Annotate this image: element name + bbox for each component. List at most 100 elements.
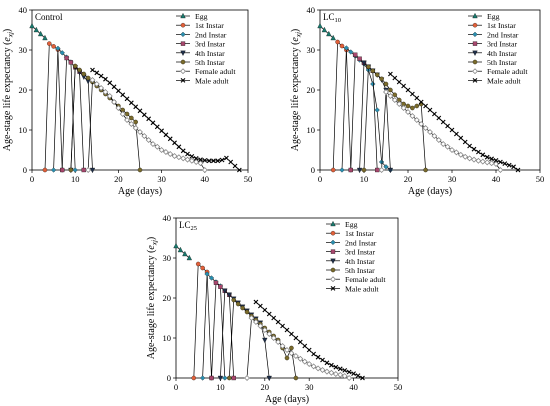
chart-panel-1: 0 10 20 30 40 50 0 10 20 30 40 Age (days) Age-stage … xyxy=(2,5,252,197)
data-point xyxy=(361,60,367,66)
data-point xyxy=(107,80,113,86)
data-point xyxy=(422,125,429,131)
data-point xyxy=(200,265,205,271)
data-point xyxy=(270,335,277,341)
data-point xyxy=(180,155,187,162)
data-point xyxy=(202,158,208,163)
series-line xyxy=(53,47,76,171)
data-point xyxy=(128,121,135,127)
data-point xyxy=(405,109,411,115)
legend-marker xyxy=(330,258,336,264)
data-point xyxy=(379,76,384,82)
x-tick-label: 40 xyxy=(201,174,210,184)
data-point xyxy=(208,275,215,281)
data-point xyxy=(332,371,339,377)
y-axis-label: Age-stage life expectancy (exj) xyxy=(290,29,303,152)
legend-entry: Male adult xyxy=(487,76,521,85)
series-egg xyxy=(173,242,192,261)
legend-marker xyxy=(472,41,478,46)
data-point xyxy=(94,70,100,76)
legend-entry: 3rd Instar xyxy=(195,40,225,49)
series-1st-instar xyxy=(42,41,65,173)
legend-marker xyxy=(330,220,336,227)
x-tick-label: 30 xyxy=(157,174,166,184)
data-point xyxy=(413,117,420,123)
data-point xyxy=(444,143,451,150)
data-point xyxy=(257,303,263,309)
data-point xyxy=(502,161,508,166)
x-axis-label: Age (days) xyxy=(408,186,452,197)
data-point xyxy=(315,354,321,360)
data-point xyxy=(383,164,389,170)
data-point xyxy=(51,44,56,49)
data-point xyxy=(280,323,285,329)
x-tick-label: 30 xyxy=(305,382,314,392)
data-point xyxy=(167,151,174,157)
data-point xyxy=(366,64,371,70)
data-point xyxy=(330,34,336,41)
data-point xyxy=(111,99,118,105)
x-tick-label: 0 xyxy=(174,382,178,392)
data-point xyxy=(292,353,299,359)
data-point xyxy=(401,83,406,89)
x-tick-label: 10 xyxy=(71,174,80,184)
data-point xyxy=(391,97,398,103)
data-point xyxy=(462,153,469,160)
x-tick-label: 40 xyxy=(349,382,358,392)
series-line xyxy=(193,263,212,379)
data-point xyxy=(440,141,447,147)
x-tick-label: 50 xyxy=(536,174,545,184)
data-point xyxy=(383,89,389,95)
data-point xyxy=(317,22,323,29)
data-point xyxy=(271,315,277,321)
panel-label: LC25 xyxy=(179,220,197,232)
x-tick-label: 10 xyxy=(216,382,225,392)
series-male-adult xyxy=(253,299,365,381)
legend-entry: 1st Instar xyxy=(345,229,374,238)
legend-marker xyxy=(472,31,478,38)
data-point xyxy=(266,331,273,337)
data-point xyxy=(85,167,92,173)
legend-marker xyxy=(180,68,186,75)
data-point xyxy=(289,331,294,337)
data-point xyxy=(383,81,389,87)
data-point xyxy=(388,71,393,77)
data-point xyxy=(191,375,197,381)
data-point xyxy=(328,369,335,376)
data-point xyxy=(297,355,304,362)
data-point xyxy=(219,157,225,163)
data-point xyxy=(195,261,201,267)
legend-marker xyxy=(472,68,478,75)
data-point xyxy=(119,111,126,117)
data-point xyxy=(346,375,353,381)
data-point xyxy=(302,343,308,349)
x-tick-label: 50 xyxy=(244,174,253,184)
legend-marker xyxy=(472,12,478,19)
data-point xyxy=(453,149,460,156)
data-point xyxy=(410,91,415,97)
data-point xyxy=(226,292,232,298)
x-tick-label: 20 xyxy=(404,174,413,184)
data-point xyxy=(235,301,241,307)
chart-panel-3: 0 10 20 30 40 50 0 10 20 30 40 Age (days) Age-stage … xyxy=(146,213,402,405)
data-point xyxy=(471,156,477,163)
data-point xyxy=(378,167,385,173)
data-point xyxy=(346,369,352,375)
series-line xyxy=(202,273,226,379)
data-point xyxy=(293,335,299,341)
legend-marker xyxy=(330,267,336,273)
data-point xyxy=(89,77,96,83)
data-point xyxy=(128,100,134,106)
legend-entry: 4th Instar xyxy=(345,257,375,266)
series-4th-instar xyxy=(217,288,272,382)
legend-marker xyxy=(180,59,186,65)
legend-entry: Male adult xyxy=(345,284,379,293)
legend-entry: 2nd Instar xyxy=(195,30,227,39)
data-point xyxy=(98,73,104,79)
y-tick-label: 0 xyxy=(167,373,171,383)
data-point xyxy=(33,26,39,33)
panel-label: LC10 xyxy=(323,12,341,24)
data-point xyxy=(42,167,48,173)
data-point xyxy=(154,143,161,150)
data-point xyxy=(171,153,178,159)
